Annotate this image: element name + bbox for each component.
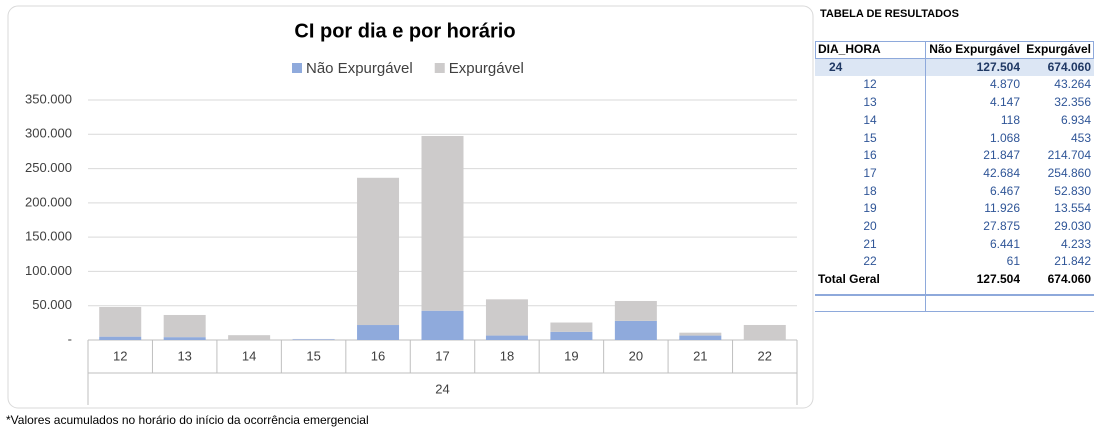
- bar-segment: [614, 300, 657, 321]
- bar-segment: [550, 322, 593, 332]
- y-tick-label: 350.000: [25, 91, 72, 106]
- x-tick-label: 21: [693, 348, 707, 363]
- bar-segment: [163, 337, 206, 340]
- table-cell: 19: [863, 201, 877, 216]
- table-cell: 27.875: [983, 219, 1020, 233]
- y-tick-label: 250.000: [25, 160, 72, 175]
- table-group-cell: 127.504: [976, 59, 1020, 74]
- table-cell: 13: [863, 95, 877, 110]
- chart-frame: [7, 5, 814, 409]
- x-tick-label: 22: [758, 348, 772, 363]
- bar-segment: [99, 336, 142, 340]
- group-label: 24: [435, 381, 449, 396]
- table-band: [815, 59, 1094, 76]
- table-cell: 32.356: [1054, 95, 1091, 110]
- table-cell: 29.030: [1054, 219, 1091, 233]
- table-cell: 16: [863, 148, 877, 163]
- table-cell: 21.842: [1054, 254, 1091, 269]
- x-tick-label: 18: [500, 348, 514, 363]
- x-tick-label: 15: [306, 348, 320, 363]
- y-tick-label: 50.000: [32, 297, 72, 312]
- bar-segment: [679, 335, 722, 340]
- table-cell: 18: [863, 183, 877, 198]
- table-band: [815, 41, 1094, 59]
- bar-segment: [550, 331, 593, 340]
- bar-segment: [421, 310, 464, 340]
- table-cell: 13.554: [1054, 201, 1091, 216]
- y-tick-label: 100.000: [25, 263, 72, 278]
- x-tick-label: 19: [564, 348, 578, 363]
- table-cell: 4.147: [989, 95, 1020, 110]
- table-cell: 254.860: [1047, 165, 1091, 180]
- table-cell: 52.830: [1054, 183, 1091, 198]
- table-group-cell: 24: [829, 59, 843, 74]
- bar-segment: [679, 332, 722, 336]
- results-table: TABELA DE RESULTADOS DIA_HORA Não Expurgá…: [815, 0, 1094, 320]
- table-cell: 453: [1070, 130, 1091, 145]
- table-cell: 1.068: [989, 130, 1020, 145]
- x-tick-label: 13: [177, 348, 191, 363]
- legend-label: Expurgável: [449, 60, 524, 77]
- x-tick-label: 16: [371, 348, 385, 363]
- bar-segment: [485, 299, 528, 336]
- table-title: TABELA DE RESULTADOS: [820, 8, 959, 20]
- chart: CI por dia e por horário - 50.000 100.000 1…: [7, 5, 814, 409]
- table-cell: 6.934: [1060, 112, 1091, 127]
- table-header: Não Expurgável: [929, 42, 1020, 56]
- bar-segment: [228, 335, 271, 340]
- table-cell: 20: [863, 219, 877, 233]
- table-cell: 214.704: [1047, 148, 1091, 163]
- legend-swatch: [434, 63, 445, 73]
- y-tick-label: 150.000: [25, 229, 72, 244]
- x-tick-label: 14: [242, 348, 256, 363]
- y-tick-label: 200.000: [25, 194, 72, 209]
- table-cell: 42.684: [983, 165, 1020, 180]
- table-total-cell: 127.504: [976, 272, 1020, 287]
- chart-title: CI por dia e por horário: [294, 20, 515, 42]
- table-group-cell: 674.060: [1047, 59, 1091, 74]
- table-header: DIA_HORA: [818, 42, 881, 56]
- table-cell: 17: [863, 165, 877, 180]
- x-tick-label: 12: [113, 348, 127, 363]
- table-cell: 12: [863, 77, 877, 92]
- bar-segment: [485, 335, 528, 340]
- bar-segment: [357, 177, 400, 326]
- table-divider: [925, 41, 926, 312]
- table-total-cell: Total Geral: [818, 272, 880, 287]
- x-tick-label: 17: [435, 348, 449, 363]
- bar-segment: [292, 339, 335, 340]
- table-cell: 21.847: [983, 148, 1020, 163]
- bar-segment: [421, 135, 464, 311]
- table-band: [815, 294, 1094, 312]
- table-cell: 22: [863, 254, 877, 269]
- table-cell: 4.233: [1060, 236, 1091, 251]
- table-cell: 21: [863, 236, 877, 251]
- table-cell: 15: [863, 130, 877, 145]
- table-total-cell: 674.060: [1047, 272, 1091, 287]
- bar-segment: [163, 314, 206, 338]
- table-cell: 11.926: [984, 201, 1020, 216]
- table-cell: 118: [1000, 112, 1020, 127]
- bar-segment: [99, 306, 142, 337]
- bar-segment: [357, 325, 400, 340]
- legend-swatch: [292, 63, 302, 73]
- table-cell: 14: [863, 112, 877, 127]
- x-tick-label: 20: [629, 348, 643, 363]
- table-cell: 6.441: [989, 236, 1020, 251]
- bar-segment: [614, 320, 657, 340]
- footnote: *Valores acumulados no horário do início…: [6, 413, 369, 427]
- table-cell: 43.264: [1054, 77, 1091, 92]
- bar-segment: [743, 324, 786, 340]
- y-tick-label: -: [68, 331, 72, 346]
- table-cell: 61: [1006, 254, 1020, 269]
- table-cell: 4.870: [989, 77, 1020, 92]
- table-cell: 6.467: [989, 183, 1020, 198]
- y-tick-label: 300.000: [25, 126, 72, 141]
- legend-label: Não Expurgável: [306, 60, 413, 77]
- table-header: Expurgável: [1026, 42, 1091, 56]
